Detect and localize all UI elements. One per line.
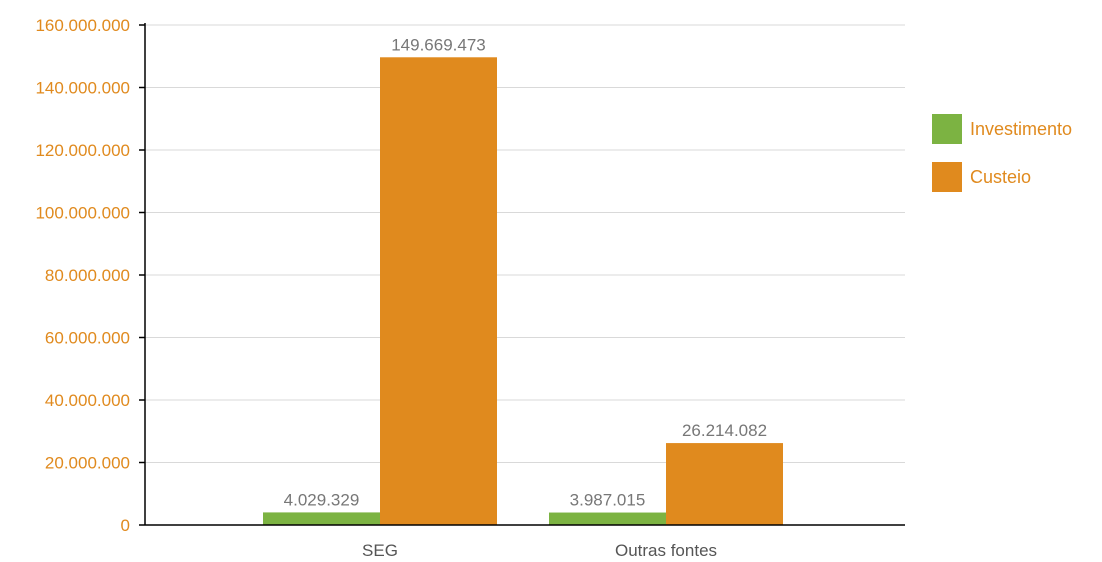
bar-custeio-2[interactable] — [666, 443, 783, 525]
y-axis-ticks: 0 20.000.000 40.000.000 60.000.000 80.000.00… — [35, 16, 145, 535]
y-tick-label: 80.000.000 — [45, 266, 130, 285]
legend-swatch-custeio — [932, 162, 962, 192]
axes — [144, 23, 905, 526]
data-label: 26.214.082 — [682, 421, 767, 440]
y-tick-label: 100.000.000 — [35, 204, 130, 223]
data-label: 3.987.015 — [570, 491, 646, 510]
bar-custeio-1[interactable] — [380, 57, 497, 525]
y-tick-label: 20.000.000 — [45, 454, 130, 473]
y-tick-label: 60.000.000 — [45, 329, 130, 348]
y-tick-label: 140.000.000 — [35, 79, 130, 98]
legend-label-custeio: Custeio — [970, 166, 1032, 187]
gridlines — [145, 24, 905, 463]
bars — [263, 57, 783, 525]
y-tick-label: 160.000.000 — [35, 16, 130, 35]
bar-investimento-2[interactable] — [549, 512, 666, 525]
legend: Investimento Custeio — [932, 114, 1072, 210]
y-tick-label: 0 — [121, 516, 130, 535]
legend-item-custeio[interactable]: Custeio — [932, 162, 1072, 192]
category-labels: SEG Outras fontes — [362, 541, 717, 560]
y-tick-label: 40.000.000 — [45, 391, 130, 410]
legend-swatch-investimento — [932, 114, 962, 144]
x-category-label: Outras fontes — [615, 541, 717, 560]
bar-investimento-1[interactable] — [263, 512, 380, 525]
data-label: 4.029.329 — [284, 490, 360, 509]
data-label: 149.669.473 — [391, 35, 486, 54]
y-tick-label: 120.000.000 — [35, 141, 130, 160]
legend-item-investimento[interactable]: Investimento — [932, 114, 1072, 144]
x-category-label: SEG — [362, 541, 398, 560]
legend-label-investimento: Investimento — [970, 118, 1073, 139]
data-labels: 4.029.329 149.669.473 3.987.015 26.214.082 — [284, 35, 767, 509]
